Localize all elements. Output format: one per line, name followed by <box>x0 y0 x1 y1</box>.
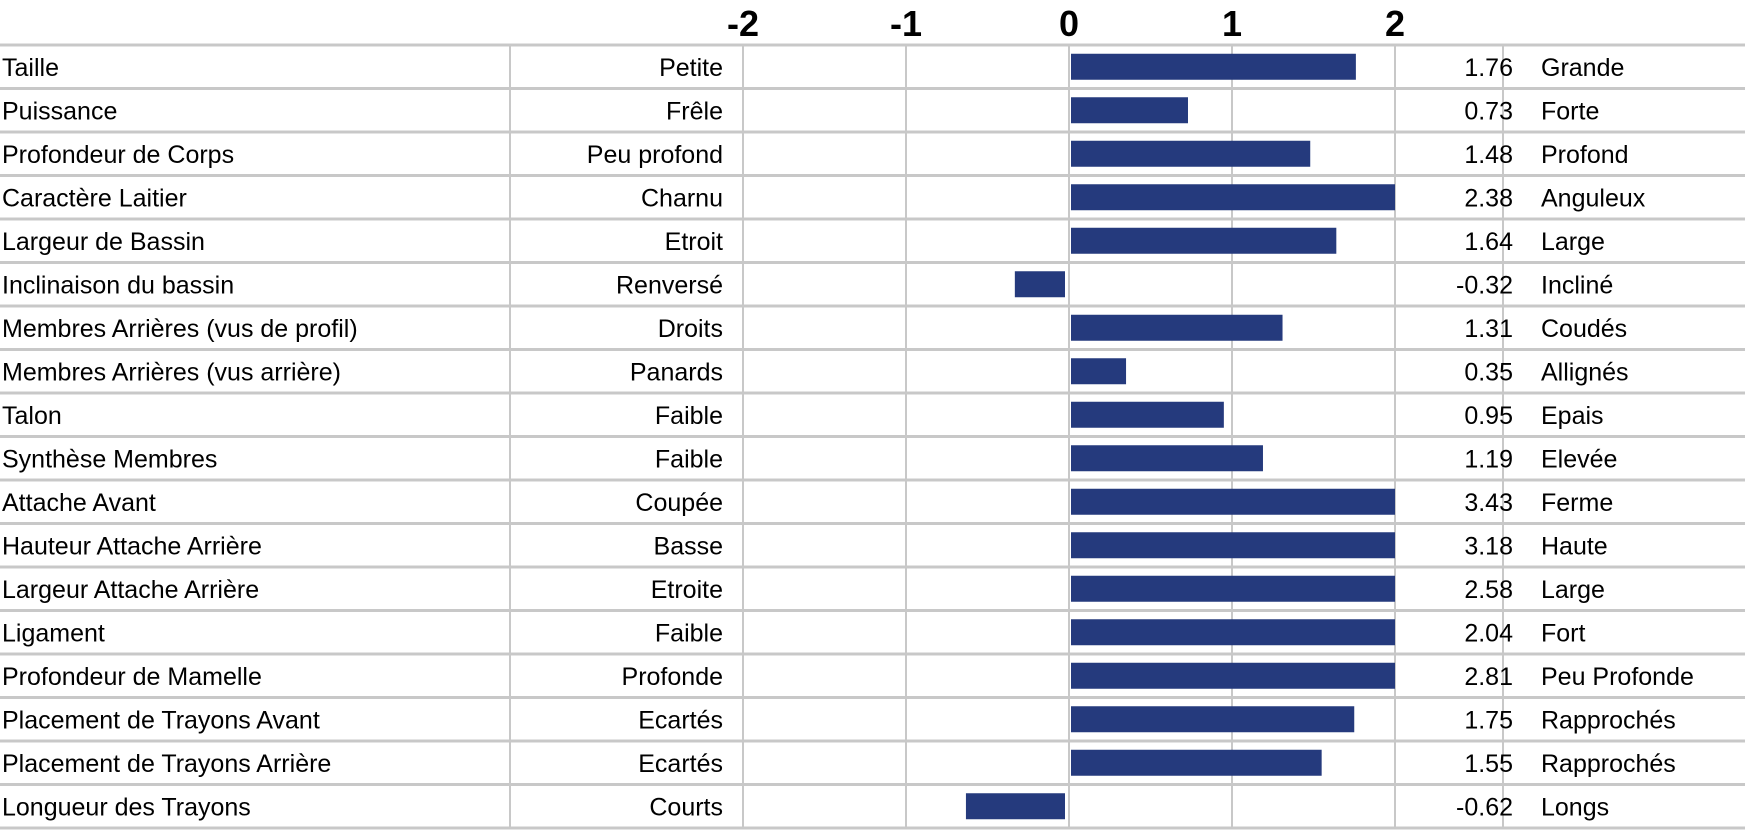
bar <box>1071 532 1395 559</box>
low-extreme-label: Etroite <box>651 576 723 604</box>
x-tick-label: 1 <box>1222 3 1242 44</box>
value-label: -0.32 <box>1456 271 1513 299</box>
trait-label: Longueur des Trayons <box>2 793 251 821</box>
bar <box>1071 706 1355 733</box>
value-label: 1.55 <box>1464 750 1513 778</box>
high-extreme-label: Large <box>1541 228 1605 256</box>
low-extreme-label: Faible <box>655 445 723 473</box>
bar <box>1071 97 1188 124</box>
grid-lines <box>0 43 1745 830</box>
value-label: 1.31 <box>1464 315 1513 343</box>
low-extreme-label: Basse <box>654 532 723 560</box>
value-label: 1.75 <box>1464 706 1513 734</box>
low-extreme-label: Petite <box>659 54 723 82</box>
low-extreme-label: Profonde <box>622 663 723 691</box>
low-extreme-label: Charnu <box>641 184 723 212</box>
value-label: 0.73 <box>1464 97 1513 125</box>
trait-label: Caractère Laitier <box>2 184 187 212</box>
low-extreme-label: Courts <box>649 793 723 821</box>
low-extreme-label: Renversé <box>616 271 723 299</box>
high-extreme-label: Grande <box>1541 54 1624 82</box>
value-label: 2.04 <box>1464 619 1513 647</box>
value-label: 1.64 <box>1464 228 1513 256</box>
bar <box>1071 445 1263 472</box>
value-label: 0.35 <box>1464 358 1513 386</box>
trait-label: Largeur de Bassin <box>2 228 205 256</box>
bar <box>1071 619 1395 646</box>
bar <box>1071 358 1127 385</box>
high-extreme-label: Elevée <box>1541 445 1617 473</box>
high-extreme-label: Longs <box>1541 793 1609 821</box>
value-label: 2.38 <box>1464 184 1513 212</box>
low-extreme-label: Ecartés <box>638 750 723 778</box>
bar <box>1071 575 1395 602</box>
high-extreme-label: Coudés <box>1541 315 1627 343</box>
x-tick-label: 0 <box>1059 3 1079 44</box>
value-label: 0.95 <box>1464 402 1513 430</box>
value-label: 1.76 <box>1464 54 1513 82</box>
trait-label: Taille <box>2 54 59 82</box>
value-label: 2.58 <box>1464 576 1513 604</box>
value-label: 3.43 <box>1464 489 1513 517</box>
trait-label: Largeur Attache Arrière <box>2 576 259 604</box>
value-label: 3.18 <box>1464 532 1513 560</box>
low-extreme-label: Etroit <box>665 228 723 256</box>
high-extreme-label: Large <box>1541 576 1605 604</box>
bar <box>1071 140 1311 167</box>
high-extreme-label: Profond <box>1541 141 1629 169</box>
trait-label: Puissance <box>2 97 117 125</box>
x-tick-label: -1 <box>890 3 922 44</box>
value-label: 2.81 <box>1464 663 1513 691</box>
bar <box>1071 227 1337 254</box>
trait-label: Profondeur de Mamelle <box>2 663 262 691</box>
high-extreme-label: Epais <box>1541 402 1604 430</box>
bar <box>1071 749 1322 776</box>
x-tick-label: -2 <box>727 3 759 44</box>
bars <box>965 53 1395 820</box>
bar <box>1071 53 1356 80</box>
trait-label: Ligament <box>2 619 105 647</box>
bar <box>1071 314 1283 341</box>
bar <box>1014 271 1065 298</box>
value-label: -0.62 <box>1456 793 1513 821</box>
trait-label: Inclinaison du bassin <box>2 271 234 299</box>
high-extreme-label: Fort <box>1541 619 1586 647</box>
trait-label: Placement de Trayons Avant <box>2 706 320 734</box>
x-tick-label: 2 <box>1385 3 1405 44</box>
labels: -2 -1 0 1 2 Taille Petite 1.76 Grande Puissance Fr… <box>2 3 1694 821</box>
trait-label: Talon <box>2 402 62 430</box>
low-extreme-label: Droits <box>658 315 723 343</box>
high-extreme-label: Anguleux <box>1541 184 1646 212</box>
high-extreme-label: Rapprochés <box>1541 706 1676 734</box>
bar <box>965 793 1065 820</box>
high-extreme-label: Ferme <box>1541 489 1613 517</box>
value-label: 1.48 <box>1464 141 1513 169</box>
low-extreme-label: Panards <box>630 358 723 386</box>
trait-label: Placement de Trayons Arrière <box>2 750 331 778</box>
trait-label: Membres Arrières (vus de profil) <box>2 315 358 343</box>
value-label: 1.19 <box>1464 445 1513 473</box>
high-extreme-label: Forte <box>1541 97 1599 125</box>
low-extreme-label: Ecartés <box>638 706 723 734</box>
trait-label: Synthèse Membres <box>2 445 217 473</box>
trait-label: Hauteur Attache Arrière <box>2 532 262 560</box>
high-extreme-label: Rapprochés <box>1541 750 1676 778</box>
high-extreme-label: Peu Profonde <box>1541 663 1694 691</box>
bar <box>1071 488 1395 515</box>
high-extreme-label: Incliné <box>1541 271 1613 299</box>
trait-label: Membres Arrières (vus arrière) <box>2 358 341 386</box>
low-extreme-label: Coupée <box>635 489 723 517</box>
bar <box>1071 662 1395 689</box>
low-extreme-label: Faible <box>655 619 723 647</box>
low-extreme-label: Faible <box>655 402 723 430</box>
trait-label: Profondeur de Corps <box>2 141 234 169</box>
trait-label: Attache Avant <box>2 489 156 517</box>
low-extreme-label: Frêle <box>666 97 723 125</box>
high-extreme-label: Haute <box>1541 532 1608 560</box>
low-extreme-label: Peu profond <box>587 141 723 169</box>
high-extreme-label: Allignés <box>1541 358 1629 386</box>
bar <box>1071 401 1224 428</box>
bar <box>1071 184 1395 211</box>
